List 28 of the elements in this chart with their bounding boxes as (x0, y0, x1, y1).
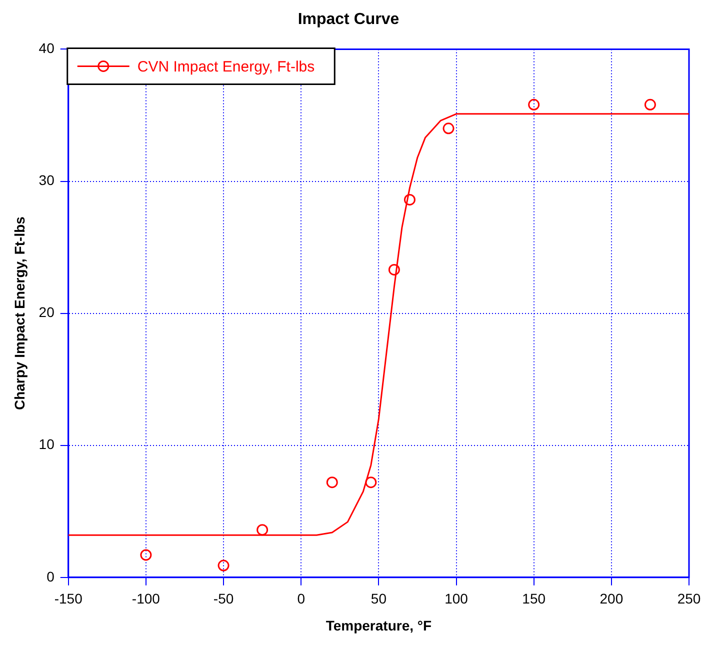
point (140, 549, 152, 561)
y-tick-label: 10 (38, 436, 55, 452)
point (442, 122, 454, 134)
x-tick-label: 250 (677, 590, 701, 607)
y-tick-label: 30 (38, 172, 55, 188)
y-axis-title: Charpy Impact Energy, Ft-lbs (11, 216, 28, 410)
point (256, 524, 268, 536)
legend-label: CVN Impact Energy, Ft-lbs (137, 58, 315, 76)
point (528, 98, 540, 110)
x-tick-label: 50 (370, 590, 387, 607)
chart-title: Impact Curve (298, 11, 400, 28)
y-tick-label: 40 (38, 40, 55, 56)
x-tick-label: -100 (132, 590, 160, 607)
point (388, 264, 400, 276)
point (218, 560, 230, 572)
point (326, 476, 338, 488)
point (404, 194, 416, 206)
x-tick-label: 0 (297, 590, 306, 607)
y-tick-label: 20 (38, 304, 55, 320)
point (365, 476, 377, 488)
y-tick-label: 0 (46, 568, 55, 584)
x-axis-title: Temperature, °F (326, 617, 432, 634)
x-tick-label: -50 (213, 590, 234, 607)
x-tick-label: 200 (600, 590, 624, 607)
x-tick-label: 100 (444, 590, 468, 607)
x-tick-label: 150 (522, 590, 546, 607)
point (644, 98, 656, 110)
x-tick-label: -150 (54, 590, 83, 607)
